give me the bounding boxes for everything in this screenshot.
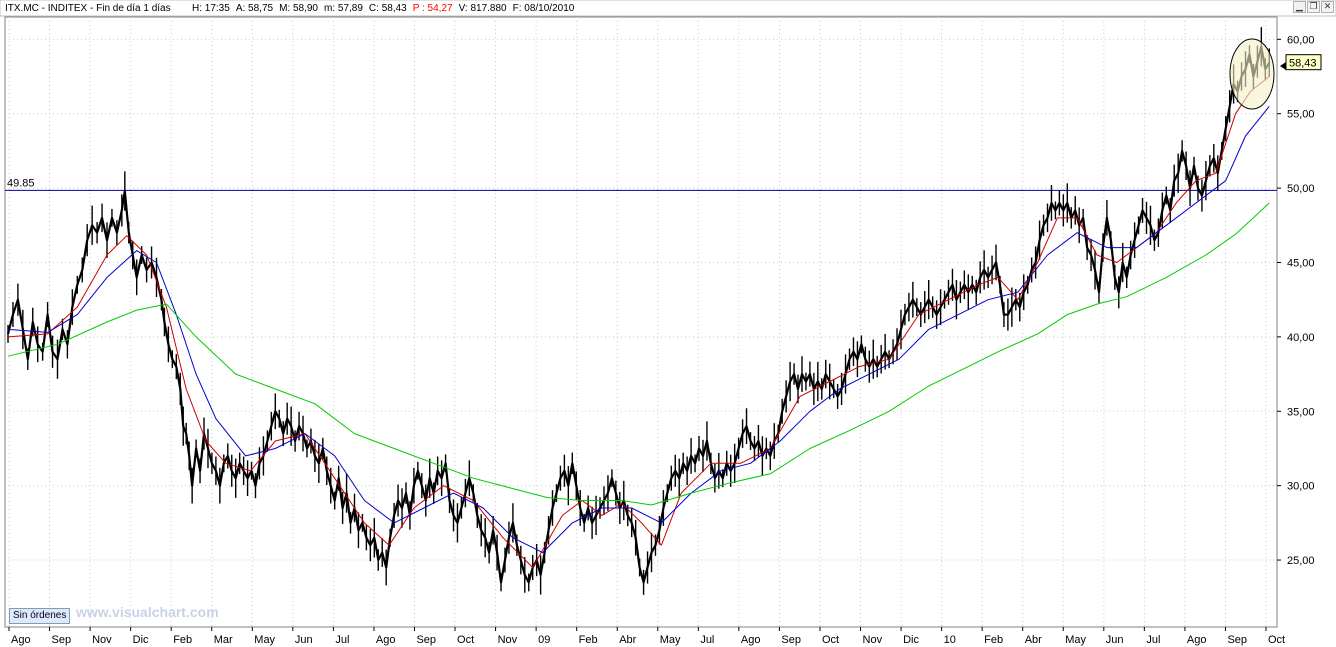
- xtick-label-2: Nov: [92, 634, 112, 646]
- header-fields: H: 17:35 A: 58,75 M: 58,90 m: 57,89 C: 58,43…: [192, 3, 575, 14]
- series-layer: [6, 27, 1271, 595]
- ytick-label-3: 40,00: [1287, 332, 1315, 344]
- x-axis: Ago Sep Nov Dic Feb Mar May Jun Jul Ago Sep Oct Nov 0…: [8, 627, 1285, 646]
- last-price-marker: 58,43: [1280, 54, 1322, 71]
- xtick-label-28: Jul: [1146, 634, 1160, 646]
- xtick-label-18: Ago: [741, 634, 761, 646]
- xtick-label-3: Dic: [133, 634, 149, 646]
- header-field-3: m: 57,89: [324, 3, 363, 14]
- xtick-label-9: Ago: [376, 634, 396, 646]
- xtick-label-26: May: [1065, 634, 1086, 646]
- xtick-label-4: Feb: [173, 634, 192, 646]
- xtick-label-0: Ago: [11, 634, 31, 646]
- xtick-label-22: Dic: [903, 634, 919, 646]
- series-line-1: [7, 76, 1270, 568]
- xtick-label-8: Jul: [335, 634, 349, 646]
- xtick-label-10: Sep: [416, 634, 436, 646]
- plot-area: [4, 16, 1278, 628]
- series-line-2: [7, 105, 1270, 554]
- close-icon[interactable]: ✕: [1321, 1, 1334, 13]
- xtick-label-30: Sep: [1227, 634, 1247, 646]
- ytick-label-1: 30,00: [1287, 481, 1315, 493]
- ytick-label-7: 60,00: [1287, 34, 1315, 46]
- header-symbol: ITX.MC - INDITEX - Fin de día 1 días: [5, 3, 171, 14]
- header-field-1: A: 58,75: [236, 3, 274, 14]
- xtick-label-31: Oct: [1268, 634, 1285, 646]
- watermark: www.visualchart.com: [76, 604, 219, 620]
- orders-badge[interactable]: Sin órdenes: [9, 608, 71, 624]
- header-bar: [0, 0, 1336, 17]
- ytick-label-4: 45,00: [1287, 257, 1315, 269]
- ytick-label-5: 50,00: [1287, 183, 1315, 195]
- xtick-label-19: Sep: [781, 634, 801, 646]
- xtick-label-27: Jun: [1106, 634, 1124, 646]
- xtick-label-14: Feb: [579, 634, 598, 646]
- xtick-label-11: Oct: [457, 634, 474, 646]
- xtick-label-25: Abr: [1025, 634, 1042, 646]
- header-field-7: F: 08/10/2010: [513, 3, 575, 14]
- xtick-label-24: Feb: [984, 634, 1003, 646]
- xtick-label-23: 10: [944, 634, 956, 646]
- xtick-label-5: Mar: [214, 634, 233, 646]
- xtick-label-21: Nov: [863, 634, 883, 646]
- ytick-label-6: 55,00: [1287, 109, 1315, 121]
- ytick-label-0: 25,00: [1287, 555, 1315, 567]
- xtick-label-12: Nov: [498, 634, 518, 646]
- minimize-icon[interactable]: ▁: [1293, 1, 1306, 13]
- ytick-label-2: 35,00: [1287, 406, 1315, 418]
- xtick-label-29: Ago: [1187, 634, 1207, 646]
- xtick-label-15: Abr: [619, 634, 636, 646]
- xtick-label-13: 09: [538, 634, 550, 646]
- svg-text:58,43: 58,43: [1289, 58, 1317, 70]
- header-field-2: M: 58,90: [279, 3, 318, 14]
- xtick-label-20: Oct: [822, 634, 839, 646]
- header-field-0: H: 17:35: [192, 3, 230, 14]
- restore-icon[interactable]: ❐: [1307, 1, 1320, 13]
- y-axis: 25,00 30,00 35,00 40,00 45,00 50,00 55,00 60,00: [1277, 34, 1315, 567]
- xtick-label-16: May: [660, 634, 681, 646]
- resistance-label: 49.85: [7, 177, 35, 189]
- grid: [5, 17, 1277, 627]
- xtick-label-17: Jul: [700, 634, 714, 646]
- header-field-5: P : 54,27: [413, 3, 453, 14]
- highlight-circle: [1229, 38, 1275, 110]
- header-field-4: C: 58,43: [369, 3, 407, 14]
- xtick-label-7: Jun: [295, 634, 313, 646]
- series-line-3: [7, 202, 1270, 506]
- header-field-6: V: 817.880: [459, 3, 507, 14]
- xtick-label-1: Sep: [52, 634, 72, 646]
- xtick-label-6: May: [254, 634, 275, 646]
